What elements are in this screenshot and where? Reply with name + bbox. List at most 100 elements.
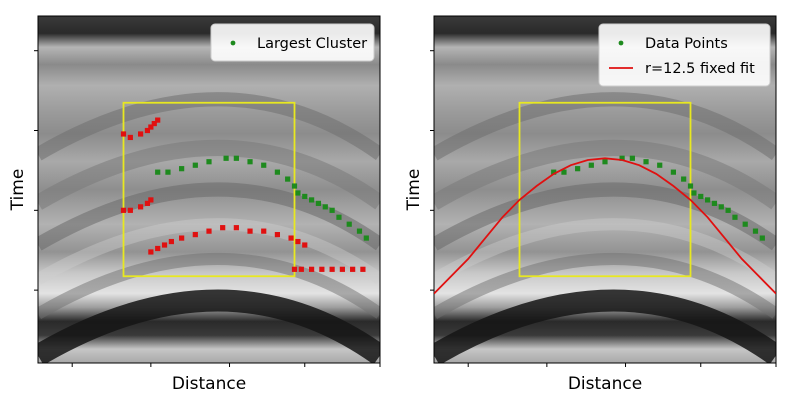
chart-panel-1: Time Distance Largest Cluster [8,15,381,394]
data-point [360,266,366,272]
reflection-band [38,218,380,285]
reflection-band [38,252,380,320]
data-point [192,232,198,238]
data-point [322,204,328,210]
legend-label: r=12.5 fixed fit [645,61,755,77]
data-point [261,228,267,234]
data-point [698,193,704,200]
reflection-band [434,139,776,210]
data-point [247,159,253,165]
data-point [718,204,724,210]
data-point [346,221,352,227]
data-point [329,266,335,272]
x-axis-label: Distance [568,374,642,394]
reflection-band [38,92,380,161]
data-point [732,214,738,220]
data-point [274,169,280,175]
data-point [155,245,161,252]
data-point [295,238,301,245]
data-point [629,155,635,161]
data-point [336,214,342,220]
y-axis-label: Time [8,169,28,212]
data-point [329,207,335,213]
data-point [127,207,133,213]
reflection-band [434,92,776,161]
data-point [223,155,229,161]
reflection-bands [434,92,776,363]
plot-series [434,155,776,295]
data-point [356,228,363,234]
data-point [285,176,291,182]
data-point [291,183,298,189]
data-point [247,228,253,234]
data-point [681,176,687,182]
data-point [657,162,663,168]
data-point [350,266,356,272]
data-point [151,120,157,127]
reflection-bands [38,92,380,363]
region-box [518,101,692,278]
data-point [319,266,325,272]
data-point [148,249,154,255]
data-point [206,159,212,165]
data-point [233,155,239,161]
reflection-band [38,139,380,210]
chart-panel-2: Time Distance Data Points r=12.5 fixed fit [404,15,777,394]
data-point [220,225,226,231]
data-point [339,266,345,272]
data-point [144,200,151,206]
data-point [138,131,144,137]
fit-curve [434,157,776,295]
axes-frame [433,15,777,364]
reflection-band [434,289,776,363]
data-point [179,166,185,172]
data-point [602,159,608,165]
data-point [291,266,298,272]
data-point [165,169,171,175]
data-point [725,207,731,213]
data-point [127,134,133,141]
data-point [691,190,697,196]
data-point [742,221,748,227]
data-point [575,166,581,172]
data-point [274,232,280,238]
x-axis-label: Distance [172,374,246,394]
axes-frame [37,15,381,364]
data-point [120,207,127,213]
legend-label: Largest Cluster [257,36,367,52]
data-point [643,159,649,165]
legend: Data Points r=12.5 fixed fit [598,23,771,87]
data-point [155,169,161,175]
legend-box [598,23,771,87]
legend-marker-swatch [230,40,236,46]
data-point [155,117,161,123]
data-point [179,235,185,241]
data-point [752,228,759,234]
y-axis-label: Time [404,169,424,212]
data-point [148,197,154,203]
reflection-band [434,218,776,285]
data-point [206,228,212,234]
data-point [551,169,557,175]
plot-series [120,117,369,272]
data-point [363,235,369,241]
data-point [168,238,174,245]
data-point [315,200,322,206]
legend-label: Data Points [645,36,728,52]
data-point [295,190,301,196]
data-point [561,169,567,175]
reflection-band [38,289,380,363]
data-point [302,193,308,200]
data-point [588,162,594,168]
data-point [298,266,304,272]
data-point [670,169,676,175]
legend-marker-swatch [618,40,624,46]
data-point [687,183,694,189]
data-point [233,225,239,231]
data-point [120,131,127,137]
data-point [161,242,168,248]
region-box [122,101,296,278]
legend: Largest Cluster [210,23,375,62]
data-point [619,155,625,161]
